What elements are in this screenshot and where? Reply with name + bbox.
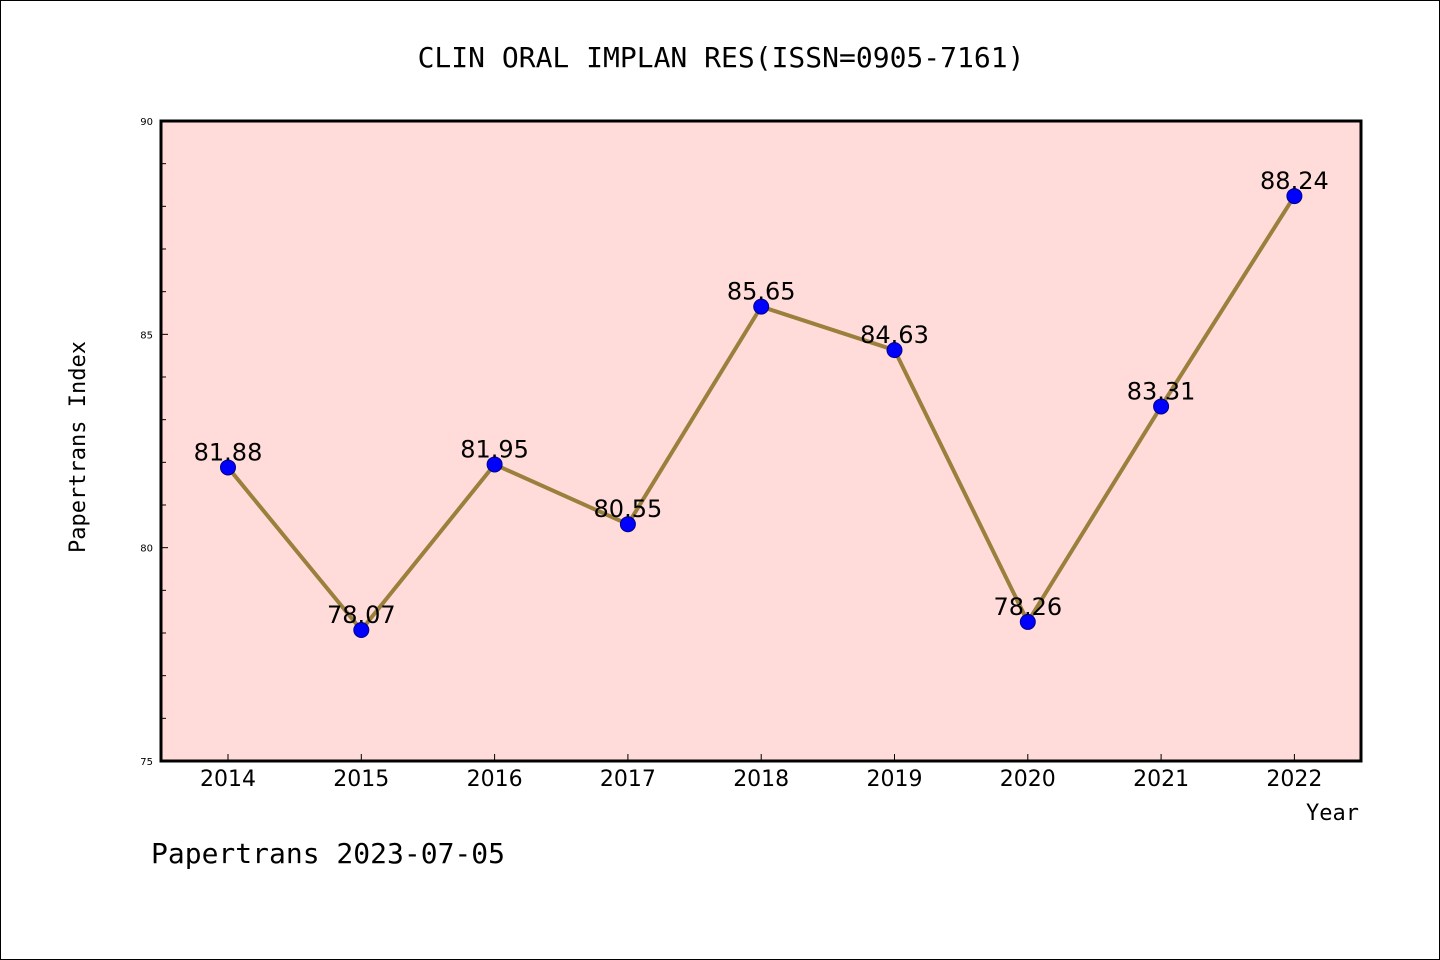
footer-text: Papertrans 2023-07-05	[151, 837, 505, 870]
x-axis-label: Year	[1306, 801, 1359, 826]
y-tick-label: 90	[140, 117, 153, 128]
plot-area	[159, 119, 1363, 763]
data-labels: 81.88 78.07 81.95 80.55 85.65 84.63 78.26 83.31…	[194, 167, 1329, 629]
y-axis: 75 80 85 90	[140, 117, 168, 768]
x-tick-label: 2022	[1266, 767, 1322, 792]
x-tick-label: 2018	[733, 767, 789, 792]
data-label-2018: 85.65	[727, 278, 796, 306]
chart-title: CLIN ORAL IMPLAN RES(ISSN=0905-7161)	[418, 41, 1025, 74]
x-tick-label: 2017	[600, 767, 656, 792]
data-point-2021	[1153, 398, 1170, 415]
x-tick-label: 2020	[1000, 767, 1056, 792]
data-point-2016	[486, 456, 503, 473]
x-tick-label: 2015	[333, 767, 389, 792]
y-tick-label: 85	[140, 330, 153, 341]
data-markers	[220, 188, 1303, 639]
data-label-2017: 80.55	[594, 495, 663, 523]
data-label-2019: 84.63	[860, 321, 929, 349]
x-tick-label: 2016	[467, 767, 523, 792]
data-label-2022: 88.24	[1260, 167, 1329, 195]
data-point-2019	[886, 342, 903, 359]
x-axis: 2014 2015 2016 2017 2018 2019 2020 2021 2022	[200, 754, 1322, 792]
data-label-2021: 83.31	[1127, 377, 1196, 405]
data-label-2016: 81.95	[460, 435, 529, 463]
data-label-2014: 81.88	[194, 438, 263, 466]
y-axis-label: Papertrans Index	[66, 341, 91, 553]
data-point-2018	[753, 298, 770, 315]
data-point-2022	[1286, 188, 1303, 205]
y-tick-label: 75	[140, 757, 153, 768]
data-point-2015	[353, 622, 370, 639]
data-point-2017	[619, 516, 636, 533]
y-tick-label: 80	[140, 544, 153, 555]
data-label-2015: 78.07	[327, 601, 396, 629]
data-point-2014	[220, 459, 236, 476]
data-label-2020: 78.26	[993, 593, 1062, 621]
x-tick-label: 2021	[1133, 767, 1189, 792]
x-tick-label: 2014	[200, 767, 256, 792]
data-point-2020	[1019, 613, 1036, 630]
x-tick-label: 2019	[867, 767, 923, 792]
